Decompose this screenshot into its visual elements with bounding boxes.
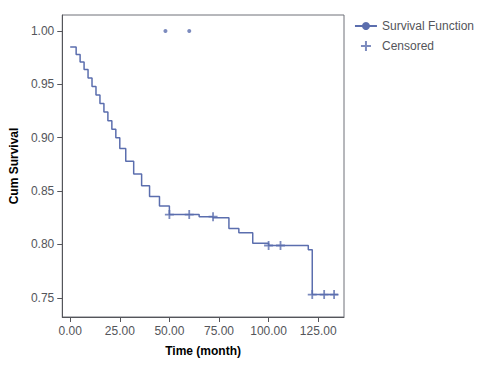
svg-text:0.00: 0.00 <box>59 324 83 338</box>
svg-text:0.90: 0.90 <box>31 131 55 145</box>
svg-text:Survival Function: Survival Function <box>382 19 474 33</box>
svg-text:75.00: 75.00 <box>204 324 234 338</box>
svg-text:Time (month): Time (month) <box>165 344 241 358</box>
svg-text:0.95: 0.95 <box>31 77 55 91</box>
svg-text:0.85: 0.85 <box>31 184 55 198</box>
svg-text:0.75: 0.75 <box>31 291 55 305</box>
svg-text:25.00: 25.00 <box>105 324 135 338</box>
svg-text:1.00: 1.00 <box>31 24 55 38</box>
svg-text:Censored: Censored <box>382 39 434 53</box>
svg-text:0.80: 0.80 <box>31 237 55 251</box>
svg-text:Cum Survival: Cum Survival <box>7 128 21 205</box>
svg-text:100.00: 100.00 <box>250 324 287 338</box>
svg-text:50.00: 50.00 <box>154 324 184 338</box>
svg-text:125.00: 125.00 <box>300 324 337 338</box>
